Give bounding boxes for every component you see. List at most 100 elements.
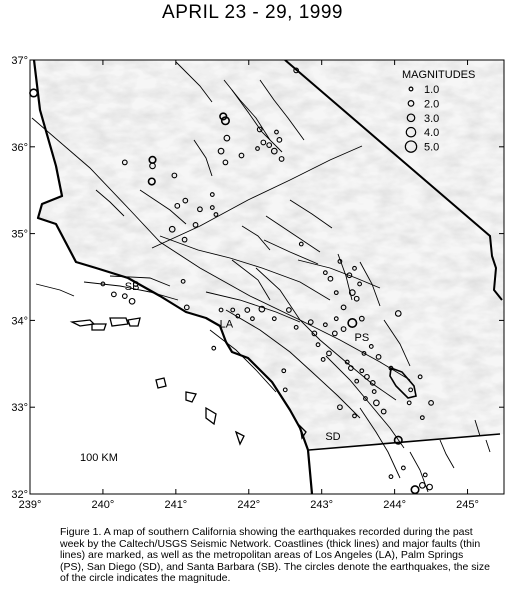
city-label-sd: SD <box>325 431 340 443</box>
earthquake-circle <box>282 387 288 393</box>
earthquake-circle <box>388 365 394 371</box>
earthquake-circle <box>417 374 423 380</box>
earthquake-circle <box>147 177 156 186</box>
earthquake-circle <box>388 474 394 480</box>
earthquake-circle <box>406 400 412 406</box>
latitude-tick-label: 34° <box>11 315 28 327</box>
earthquake-circle <box>371 389 377 394</box>
earthquake-circle <box>373 399 380 407</box>
fault-lines <box>31 61 491 493</box>
longitude-tick-label: 241° <box>164 499 187 511</box>
earthquake-circle <box>408 387 414 393</box>
earthquake-circle <box>375 353 382 360</box>
earthquake-circle <box>211 345 217 351</box>
earthquake-circle <box>426 483 433 491</box>
earthquake-circle <box>174 202 181 209</box>
salton-sea <box>389 366 417 399</box>
earthquake-circle <box>244 307 251 313</box>
legend-label: 5.0 <box>424 142 439 154</box>
earthquake-circle <box>220 116 230 126</box>
earthquake-circle <box>380 408 387 415</box>
earthquake-circle <box>322 322 328 328</box>
earthquake-circle <box>315 342 321 348</box>
earthquake-circle <box>361 350 367 356</box>
earthquake-circle <box>331 330 338 337</box>
earthquake-circle <box>400 465 406 471</box>
magnitude-legend: MAGNITUDES 1.0 2.0 3.0 4.0 5.0 <box>402 69 475 154</box>
earthquake-circle <box>230 307 236 313</box>
earthquake-circle <box>340 326 347 332</box>
earthquake-circle <box>223 134 231 142</box>
map-frame <box>29 59 505 495</box>
earthquake-circle <box>346 272 353 279</box>
earthquake-circle <box>250 316 255 322</box>
earthquake-circle <box>359 368 365 374</box>
earthquake-circle <box>337 404 343 411</box>
earthquake-circle <box>340 304 347 311</box>
earthquake-circle <box>183 304 190 311</box>
earthquake-circle <box>100 281 106 287</box>
longitude-tick-label: 240° <box>92 499 115 511</box>
longitude-tick-label: 245° <box>456 499 479 511</box>
city-label-la: LA <box>220 318 234 330</box>
border-line <box>308 433 501 451</box>
earthquake-circle <box>347 317 358 329</box>
earthquake-circle <box>410 485 420 495</box>
earthquake-circle <box>354 378 360 384</box>
earthquake-circle <box>149 162 156 170</box>
earthquake-circle <box>266 142 273 148</box>
figure-caption: Figure 1. A map of southern California s… <box>60 526 490 585</box>
earthquake-circle <box>344 359 350 365</box>
latitude-tick-label: 36° <box>11 142 28 154</box>
earthquake-circle <box>358 315 365 322</box>
legend-circle <box>408 86 414 92</box>
earthquake-circle <box>255 146 260 151</box>
earthquake-circle <box>278 156 285 162</box>
earthquake-circle <box>333 316 339 322</box>
earthquake-circle <box>256 126 263 133</box>
coastline <box>32 60 314 494</box>
earthquake-circle <box>218 307 224 313</box>
earthquake-circle <box>369 380 376 386</box>
latitude-labels: 37° 36° 35° 34° 33° 32° <box>11 55 28 501</box>
earthquake-circle <box>260 139 267 146</box>
terrain-relief <box>34 60 504 450</box>
earthquake-circle <box>353 295 360 302</box>
earthquake-markers <box>29 67 434 495</box>
earthquake-circle <box>293 67 300 74</box>
earthquake-circle <box>180 278 186 284</box>
earthquake-circle <box>270 147 278 155</box>
earthquake-circle <box>192 222 199 228</box>
city-labels: SB LA PS SD <box>125 281 369 443</box>
legend-circle <box>404 140 418 153</box>
earthquake-circle <box>347 365 354 372</box>
earthquake-circle <box>235 313 241 319</box>
earthquake-circle <box>333 290 339 296</box>
earthquake-circle <box>418 481 426 489</box>
earthquake-circle <box>363 396 368 401</box>
earthquake-circle <box>110 291 117 298</box>
earthquake-circle <box>281 368 287 374</box>
longitude-tick-label: 239° <box>19 499 42 511</box>
legend-label: 2.0 <box>424 98 439 110</box>
earthquake-circle <box>132 281 139 287</box>
earthquake-circle <box>238 152 245 159</box>
earthquake-circle <box>368 344 374 349</box>
longitude-tick-label: 243° <box>310 499 333 511</box>
earthquake-circle <box>217 147 225 155</box>
earthquake-circle <box>121 293 128 299</box>
earthquake-circle <box>293 324 299 330</box>
earthquake-circle <box>128 297 136 305</box>
earthquake-circle <box>181 236 188 243</box>
earthquake-circle <box>276 136 283 143</box>
city-label-sb: SB <box>125 281 140 293</box>
latitude-tick-label: 33° <box>11 402 28 414</box>
earthquake-circle <box>271 316 277 322</box>
longitude-tick-label: 244° <box>383 499 406 511</box>
latitude-tick-label: 37° <box>11 55 28 67</box>
earthquake-circle <box>197 206 203 213</box>
earthquake-circle <box>274 129 279 135</box>
earthquake-circle <box>209 192 215 197</box>
earthquake-circle <box>422 472 428 478</box>
